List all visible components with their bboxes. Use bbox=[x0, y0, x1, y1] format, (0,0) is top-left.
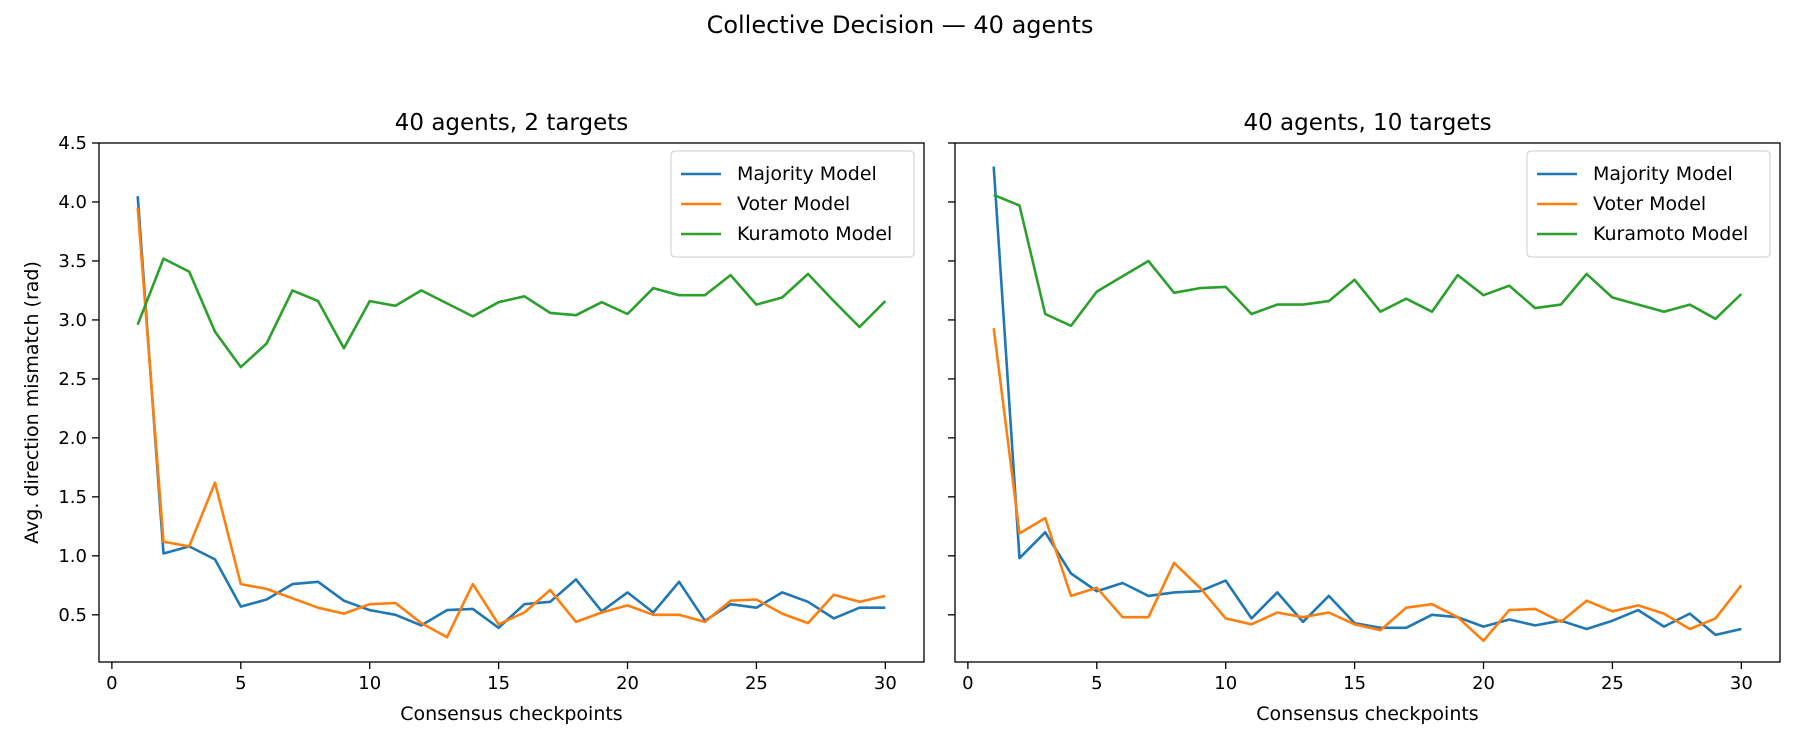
chart-title: 40 agents, 2 targets bbox=[395, 110, 628, 136]
plot-frame bbox=[954, 142, 1781, 663]
x-axis-label: Consensus checkpoints bbox=[1256, 703, 1478, 725]
x-tick-label: 0 bbox=[106, 673, 117, 694]
legend-label: Voter Model bbox=[737, 193, 850, 215]
chart-panel-10-targets: 40 agents, 10 targets 0 5 10 15 20 25 30 Consens… bbox=[948, 110, 1781, 725]
y-tick-label: 1.0 bbox=[58, 546, 87, 567]
figure-suptitle: Collective Decision — 40 agents bbox=[707, 11, 1094, 39]
y-tick-label: 3.0 bbox=[58, 310, 87, 331]
x-tick-label: 25 bbox=[1601, 673, 1624, 694]
chart-title: 40 agents, 10 targets bbox=[1243, 110, 1491, 136]
plot-frame bbox=[98, 142, 925, 663]
legend: Majority Model Voter Model Kuramoto Model bbox=[670, 150, 915, 258]
series-line-kuramoto-model bbox=[136, 257, 887, 369]
series-line-majority-model bbox=[992, 166, 1742, 637]
legend-box bbox=[1526, 150, 1771, 258]
x-tick-label: 15 bbox=[1343, 673, 1366, 694]
legend-label: Voter Model bbox=[1593, 193, 1706, 215]
legend-label: Majority Model bbox=[737, 163, 877, 185]
y-tick-label: 0.5 bbox=[58, 605, 87, 626]
x-tick-label: 10 bbox=[358, 673, 381, 694]
legend: Majority Model Voter Model Kuramoto Model bbox=[1526, 150, 1771, 258]
legend-label: Majority Model bbox=[1593, 163, 1733, 185]
y-axis-label: Avg. direction mismatch (rad) bbox=[21, 261, 43, 544]
y-tick-label: 3.5 bbox=[58, 251, 87, 272]
legend-label: Kuramoto Model bbox=[1593, 223, 1748, 245]
legend-box bbox=[670, 150, 915, 258]
series-line-voter-model bbox=[136, 207, 886, 639]
y-tick-label: 2.5 bbox=[58, 369, 87, 390]
x-tick-label: 5 bbox=[1091, 673, 1102, 694]
x-tick-label: 20 bbox=[616, 673, 639, 694]
x-tick-label: 0 bbox=[962, 673, 973, 694]
x-tick-label: 10 bbox=[1214, 673, 1237, 694]
y-tick-label: 4.0 bbox=[58, 192, 87, 213]
series-line-kuramoto-model bbox=[993, 193, 1743, 328]
x-axis-label: Consensus checkpoints bbox=[400, 703, 622, 725]
x-tick-label: 20 bbox=[1472, 673, 1495, 694]
x-tick-label: 30 bbox=[1730, 673, 1753, 694]
x-tick-label: 25 bbox=[745, 673, 768, 694]
legend-label: Kuramoto Model bbox=[737, 223, 892, 245]
y-tick-label: 1.5 bbox=[58, 487, 87, 508]
x-tick-label: 15 bbox=[487, 673, 510, 694]
series-line-majority-model bbox=[136, 196, 886, 630]
x-tick-label: 30 bbox=[874, 673, 897, 694]
y-tick-label: 2.0 bbox=[58, 428, 87, 449]
series-line-voter-model bbox=[992, 328, 1743, 643]
y-tick-label: 4.5 bbox=[58, 133, 87, 154]
chart-panel-2-targets: 40 agents, 2 targets 0 5 10 15 20 25 30 0.5 1.0 1.… bbox=[21, 110, 925, 725]
x-tick-label: 5 bbox=[235, 673, 246, 694]
